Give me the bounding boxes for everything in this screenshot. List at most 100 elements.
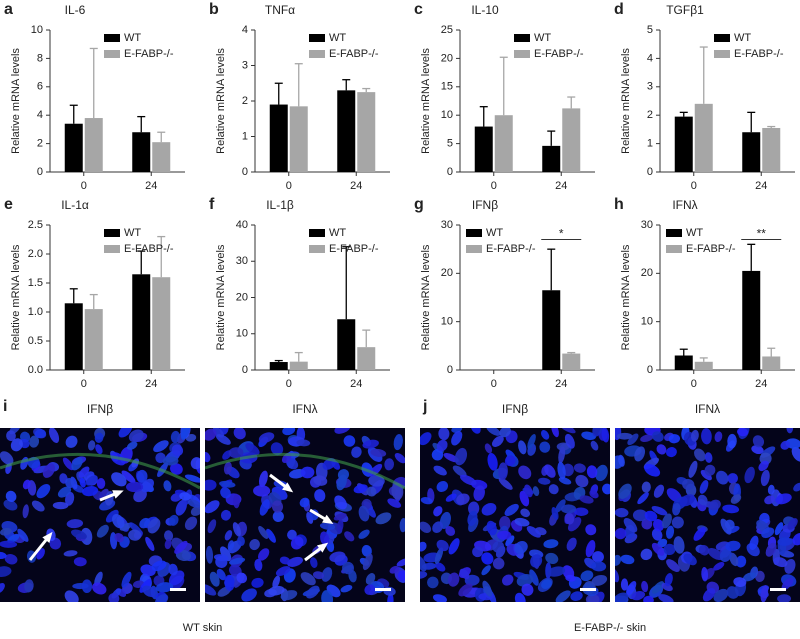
scale-bar [170,588,186,591]
y-tick-label: 3 [242,59,248,71]
cell-nucleus [319,522,336,530]
cell-nucleus [215,434,231,445]
cell-nucleus [518,440,527,455]
bar [84,118,103,172]
cell-nucleus [543,539,559,549]
significance-label: * [559,227,564,241]
x-tick-label: 0 [691,180,697,192]
chart-title: IFNβ [472,198,498,212]
y-tick-label: 10 [441,316,453,328]
cell-nucleus [336,474,347,491]
panel-letter: c [414,1,423,18]
y-axis-label: Relative mRNA levels [215,244,227,350]
cell-nucleus [3,499,18,511]
cell-nucleus [321,567,333,582]
cell-nucleus [470,428,481,434]
cell-nucleus [644,510,658,522]
x-tick-label: 0 [81,180,87,192]
cell-nucleus [585,524,597,536]
y-tick-label: 5 [647,24,653,36]
cell-nucleus [79,477,86,488]
y-tick-label: 0.0 [28,364,43,376]
cell-nucleus [547,566,566,577]
cell-nucleus [585,540,596,558]
image-title: IFNλ [292,402,317,416]
cell-nucleus [643,595,654,602]
y-tick-label: 20 [441,267,453,279]
cell-nucleus [615,508,629,518]
cell-nucleus [361,544,372,557]
image-title: IFNβ [502,402,528,416]
cell-nucleus [591,574,608,586]
cell-nucleus [767,484,775,495]
cell-nucleus [527,434,536,450]
chart-title: TNFα [265,3,295,17]
legend-label: E-FABP-/- [686,243,736,255]
cell-nucleus [180,428,190,440]
cell-nucleus [387,593,394,602]
cell-nucleus [665,525,675,539]
cell-nucleus [438,428,450,441]
cell-nucleus [6,430,16,442]
legend-swatch [466,245,482,253]
cell-nucleus [92,582,107,595]
cell-nucleus [454,447,468,466]
cell-nucleus [792,533,800,546]
cell-nucleus [258,470,268,488]
cell-nucleus [223,461,232,475]
cell-nucleus [758,460,769,472]
cell-nucleus [432,521,443,533]
cell-nucleus [241,588,257,602]
cell-nucleus [545,552,559,565]
cell-nucleus [458,583,473,597]
cell-nucleus [683,553,697,566]
legend-label: E-FABP-/- [734,48,784,60]
cell-nucleus [4,554,18,565]
cell-nucleus [153,440,169,453]
cell-nucleus [436,539,449,552]
y-tick-label: 1 [647,138,653,150]
cell-nucleus [727,433,737,449]
x-tick-label: 0 [286,378,292,390]
legend-label: E-FABP-/- [534,48,584,60]
cell-nucleus [333,513,347,521]
y-tick-label: 30 [641,219,653,231]
cell-nucleus [787,518,798,530]
cell-nucleus [170,430,180,443]
y-axis-label: Relative mRNA levels [420,48,432,154]
cell-nucleus [85,475,98,486]
cell-nucleus [499,428,511,438]
cell-nucleus [168,563,178,576]
cell-nucleus [451,431,463,446]
y-tick-label: 2 [647,109,653,121]
cell-nucleus [71,529,87,540]
cell-nucleus [34,429,46,439]
cell-nucleus [634,446,646,462]
cell-nucleus [393,434,403,451]
cell-nucleus [580,570,594,582]
cell-nucleus [690,429,699,442]
cell-nucleus [300,466,315,479]
cell-nucleus [300,572,316,586]
cell-nucleus [290,536,304,550]
cell-nucleus [329,551,346,563]
cell-nucleus [63,550,78,557]
cell-nucleus [436,439,448,452]
cell-nucleus [216,568,226,581]
panel-letter: e [4,196,13,213]
y-tick-label: 10 [31,24,43,36]
cell-nucleus [573,507,589,516]
legend-swatch [666,245,682,253]
cell-nucleus [52,501,69,510]
cell-nucleus [433,506,443,517]
y-tick-label: 0 [647,364,653,376]
cell-nucleus [22,479,31,490]
cell-nucleus [521,583,534,596]
cell-nucleus [615,554,622,566]
cell-nucleus [435,562,446,572]
bar [357,347,376,370]
cell-nucleus [253,485,271,497]
x-tick-label: 0 [286,180,292,192]
cell-nucleus [65,477,75,488]
cell-nucleus [271,500,284,513]
